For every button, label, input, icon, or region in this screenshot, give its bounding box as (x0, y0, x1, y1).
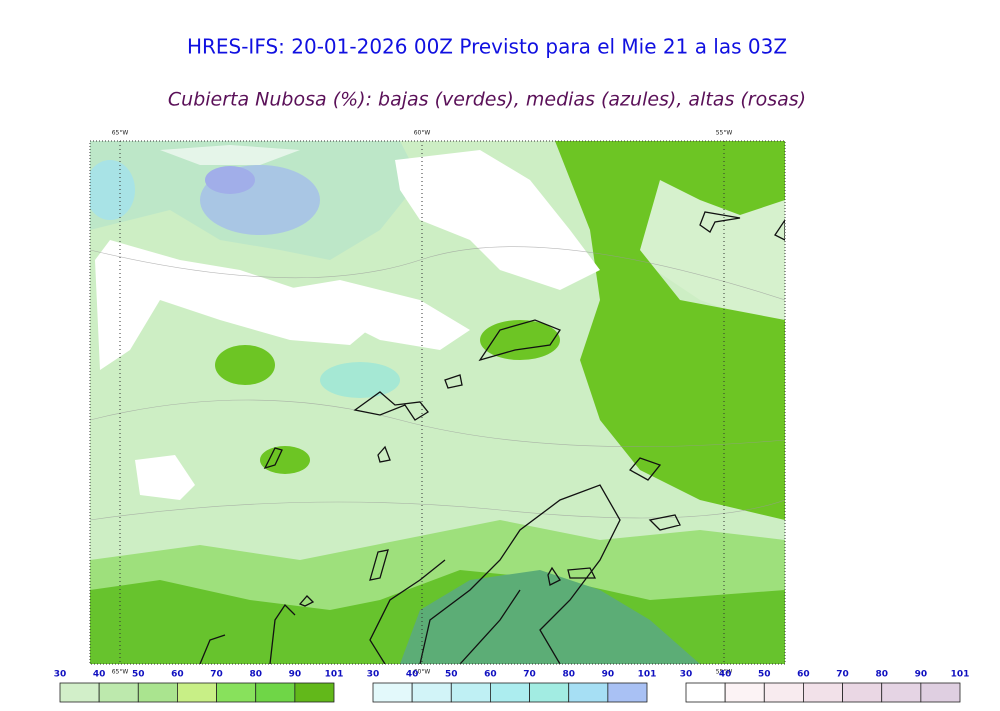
colorbar-label: 101 (325, 670, 344, 680)
subtitle: Cubierta Nubosa (%): bajas (verdes), med… (168, 89, 806, 111)
map (90, 141, 785, 664)
colorbar-label: 70 (210, 670, 223, 680)
colorbar-label: 101 (638, 670, 657, 680)
colorbar-label: 90 (915, 670, 928, 680)
colorbar-box (607, 682, 648, 703)
colorbar-box (803, 682, 843, 703)
colorbar-label: 50 (445, 670, 458, 680)
colorbar-label: 80 (875, 670, 888, 680)
colorbar-box (568, 682, 609, 703)
colorbar-box (59, 682, 100, 703)
colorbar-label: 80 (562, 670, 575, 680)
colorbar-box (490, 682, 530, 703)
colorbar-label: 80 (249, 670, 262, 680)
colorbar-label: 60 (171, 670, 184, 680)
colorbar-box (411, 682, 452, 703)
colorbar-label: 60 (484, 670, 497, 680)
colorbar-label: 30 (680, 670, 693, 680)
colorbar-box (137, 682, 178, 703)
lon-label: 55°W (716, 669, 733, 676)
colorbar-label: 60 (797, 670, 810, 680)
colorbar-label: 40 (719, 670, 732, 680)
colorbar-box (685, 682, 726, 703)
colorbar-label: 50 (132, 670, 145, 680)
colorbar-box (98, 682, 139, 703)
colorbar-label: 40 (93, 670, 106, 680)
lon-label: 55°W (716, 130, 733, 137)
colorbar-box (529, 682, 570, 703)
colorbars: 30 40 50 60 70 80 90 101 30 40 50 60 70 80 90 101 30 40 50… (54, 670, 970, 703)
colorbar-label: 101 (951, 670, 970, 680)
colorbar-box (294, 682, 335, 703)
colorbar-box (216, 682, 257, 703)
colorbar-label: 30 (367, 670, 380, 680)
colorbar-box (255, 682, 296, 703)
colorbar-label: 50 (758, 670, 771, 680)
lon-label: 60°W (414, 130, 431, 137)
colorbar-label: 70 (836, 670, 849, 680)
colorbar-label: 90 (602, 670, 615, 680)
colorbar-box (372, 682, 413, 703)
title: HRES-IFS: 20-01-2026 00Z Previsto para e… (187, 35, 787, 59)
colorbar-box (842, 682, 883, 703)
colorbar-label: 30 (54, 670, 67, 680)
colorbar-box (881, 682, 922, 703)
colorbar-box (763, 682, 804, 703)
colorbar-label: 90 (289, 670, 302, 680)
colorbar-label: 70 (523, 670, 536, 680)
colorbar-box (177, 682, 217, 703)
lon-label: 65°W (112, 130, 129, 137)
colorbar-box (450, 682, 491, 703)
lon-label: 60°W (414, 669, 431, 676)
colorbar-label: 40 (406, 670, 419, 680)
colorbar-box (724, 682, 765, 703)
lon-label: 65°W (112, 669, 129, 676)
colorbar-box (920, 682, 961, 703)
